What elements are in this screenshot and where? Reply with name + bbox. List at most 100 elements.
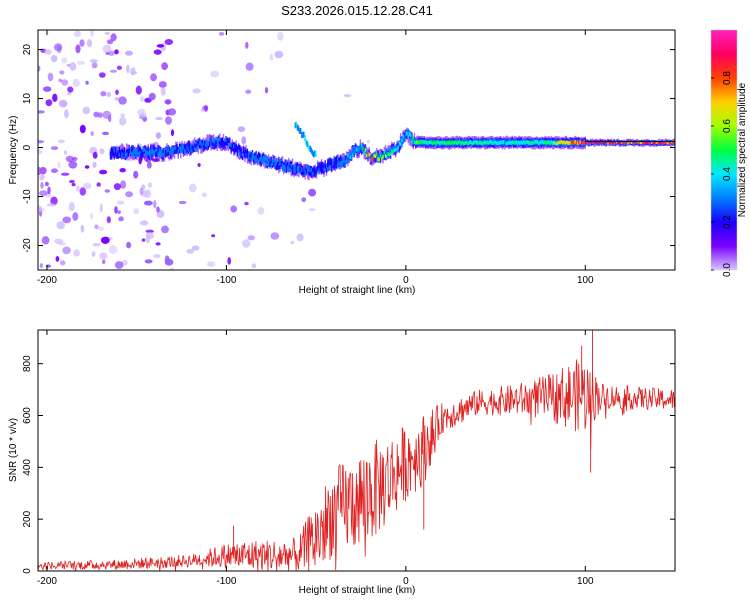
ridge-cell — [555, 141, 558, 146]
noise-speckle — [68, 160, 78, 169]
ridge-cell — [181, 149, 183, 153]
ridge-cell — [399, 142, 402, 146]
ridge-cell — [158, 151, 161, 158]
noise-speckle — [237, 126, 246, 132]
ridge-cell — [491, 141, 493, 145]
noise-speckle — [192, 88, 201, 94]
ridge-cell — [249, 150, 251, 155]
noise-speckle — [139, 187, 144, 196]
noise-speckle — [100, 91, 107, 97]
noise-speckle — [38, 110, 45, 114]
ridge-cell — [129, 150, 132, 155]
ridge-cell — [197, 141, 200, 154]
noise-speckle — [115, 89, 119, 95]
ridge-cell — [343, 159, 345, 168]
ridge-cell — [147, 146, 149, 155]
ridge-cell — [525, 140, 527, 144]
ridge-cell — [147, 152, 149, 159]
noise-speckle — [106, 216, 111, 224]
ridge-branch-cell — [303, 131, 305, 138]
ridge-cell — [641, 142, 643, 144]
ridge-cell — [348, 155, 350, 159]
ridge-cell — [465, 140, 467, 145]
ridge-cell — [437, 140, 439, 144]
spectrogram-ridge — [109, 121, 675, 181]
ridge-cell — [291, 165, 294, 169]
noise-speckle — [139, 220, 149, 226]
ridge-cell — [166, 148, 168, 155]
ridge-cell — [237, 145, 240, 152]
ridge-cell — [256, 158, 259, 165]
ridge-cell — [161, 153, 163, 157]
ridge-cell — [502, 140, 505, 144]
ridge-cell — [186, 146, 188, 152]
ridge-cell — [116, 147, 118, 154]
ridge-cell — [209, 139, 211, 146]
ridge-cell — [373, 153, 375, 158]
noise-speckle — [96, 182, 101, 187]
ridge-cell — [551, 141, 554, 145]
noise-speckle — [98, 72, 106, 78]
ridge-cell — [315, 170, 318, 174]
ridge-cell — [412, 138, 414, 145]
ridge-cell — [422, 140, 424, 144]
ridge-cell — [151, 151, 153, 160]
ridge-cell — [232, 148, 235, 152]
noise-speckle — [114, 206, 118, 214]
ridge-cell — [539, 140, 541, 145]
noise-speckle — [153, 49, 162, 55]
ridge-cell — [310, 167, 313, 172]
ridge-branch-cell — [315, 150, 317, 157]
ridge-cell — [528, 141, 530, 145]
ridge-cell — [300, 171, 303, 176]
ridge-cell — [378, 154, 380, 161]
ridge-cell — [415, 141, 417, 145]
ridge-cell — [425, 140, 427, 144]
ridge-cell — [486, 140, 488, 145]
ridge-cell — [349, 151, 352, 158]
ridge-cell — [141, 151, 143, 155]
ridge-cell — [251, 152, 254, 156]
ridge-cell — [278, 156, 280, 166]
ridge-cell — [535, 140, 537, 144]
ridge-cell — [273, 160, 275, 167]
noise-speckle — [204, 104, 209, 112]
noise-speckle — [55, 256, 60, 262]
ridge-cell — [216, 139, 218, 145]
ridge-cell — [352, 153, 354, 157]
ridge-cell — [325, 163, 328, 170]
ridge-cell — [313, 167, 315, 174]
noise-speckle — [296, 233, 304, 242]
noise-speckle — [242, 239, 251, 248]
ridge-cell — [575, 141, 578, 146]
ridge-cell — [592, 142, 594, 145]
ridge-cell — [416, 140, 418, 144]
ridge-cell — [582, 141, 584, 146]
ridge-cell — [457, 140, 460, 145]
noise-speckle — [264, 87, 269, 94]
noise-speckle — [251, 263, 257, 269]
ridge-cell — [515, 140, 517, 144]
ridge-cell — [136, 148, 138, 152]
ridge-cell — [132, 153, 134, 157]
colorbar-ticks: 0.0 0.2 0.4 0.6 0.8 — [711, 71, 733, 277]
ridge-cell — [280, 161, 282, 165]
ridge-cell — [255, 159, 257, 163]
ridge-cell — [376, 152, 378, 157]
ridge-cell — [220, 142, 222, 146]
ridge-cell — [165, 149, 167, 154]
noise-speckle — [102, 110, 112, 119]
ridge-cell — [161, 149, 163, 156]
ridge-cell — [394, 147, 397, 152]
ridge-cell — [127, 149, 129, 153]
ridge-cell — [212, 141, 215, 150]
ridge-cell — [397, 145, 399, 150]
ridge-cell — [162, 153, 164, 157]
ridge-branch-cell — [312, 151, 315, 158]
ridge-cell — [544, 140, 546, 144]
ridge-cell — [435, 141, 437, 146]
ridge-cell — [393, 148, 395, 153]
ridge-cell — [185, 145, 187, 150]
ridge-cell — [363, 144, 365, 153]
ridge-cell — [109, 152, 112, 156]
